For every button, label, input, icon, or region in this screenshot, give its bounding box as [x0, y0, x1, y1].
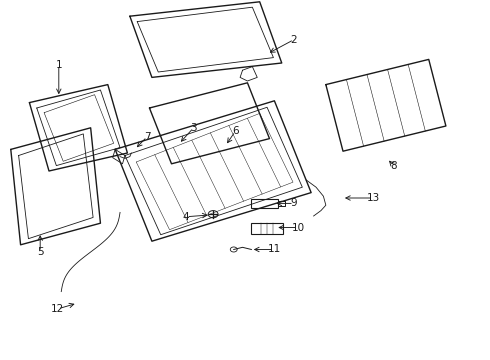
Bar: [251, 223, 283, 234]
Text: 4: 4: [183, 212, 190, 222]
Text: 11: 11: [268, 244, 281, 255]
Text: 7: 7: [144, 132, 150, 142]
Text: 10: 10: [292, 222, 304, 233]
Text: 12: 12: [51, 304, 65, 314]
Text: 13: 13: [367, 193, 380, 203]
Text: 2: 2: [291, 35, 297, 45]
Text: 8: 8: [390, 161, 397, 171]
Text: 9: 9: [291, 198, 297, 208]
Text: 6: 6: [232, 126, 239, 136]
Bar: [251, 199, 278, 208]
Text: 5: 5: [37, 247, 44, 257]
Text: 3: 3: [190, 123, 197, 133]
Text: 1: 1: [55, 60, 62, 70]
